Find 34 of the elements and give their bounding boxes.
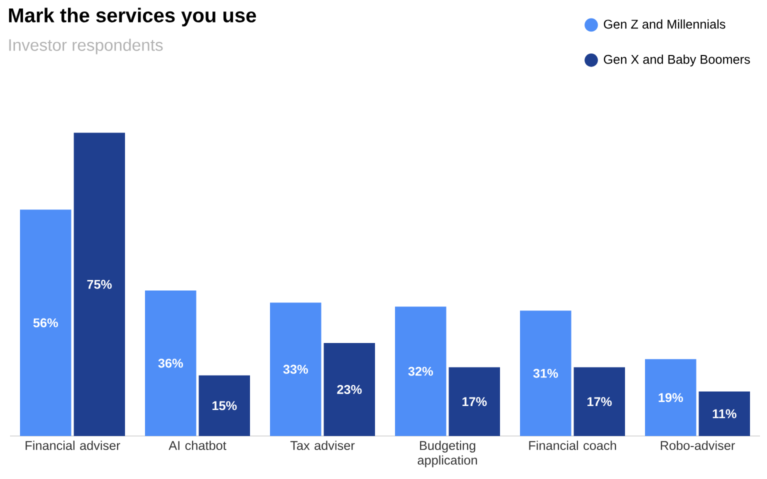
data-label: 17% xyxy=(588,397,612,406)
bar xyxy=(145,290,196,436)
data-label: 36% xyxy=(158,358,183,368)
data-label: 33% xyxy=(283,364,308,374)
bar xyxy=(395,306,446,436)
bar xyxy=(74,132,126,436)
bar xyxy=(645,359,696,436)
bar xyxy=(574,367,626,436)
data-label: 17% xyxy=(462,397,487,406)
x-tick-label: AI chatbot xyxy=(168,440,226,450)
x-tick-label: Tax adviser xyxy=(290,440,355,450)
data-label: 15% xyxy=(212,401,237,410)
data-label: 19% xyxy=(658,393,683,402)
data-label: 31% xyxy=(533,368,558,378)
data-label: 11% xyxy=(712,409,736,418)
data-label: 23% xyxy=(337,385,362,394)
bar xyxy=(20,210,72,436)
x-tick-label: Financial coach xyxy=(529,440,616,450)
bar xyxy=(324,343,376,436)
data-label: 75% xyxy=(87,280,112,289)
x-tick-label: Financial adviser xyxy=(26,440,120,450)
bar xyxy=(448,367,500,436)
legend-label: Gen Z and Millennials xyxy=(604,19,726,29)
legend-label: Gen X and Baby Boomers xyxy=(604,54,750,66)
bar xyxy=(270,302,322,436)
chart-subtitle: Investor respondents xyxy=(9,38,163,54)
data-label: 56% xyxy=(33,318,58,328)
chart-title: Mark the services you use xyxy=(9,8,256,26)
x-tick-label: Budgeting application xyxy=(418,440,477,468)
x-tick-label: Robo-adviser xyxy=(660,440,735,450)
bar xyxy=(520,310,572,436)
bar xyxy=(198,375,250,436)
bar xyxy=(698,392,750,436)
data-label: 32% xyxy=(408,366,433,376)
